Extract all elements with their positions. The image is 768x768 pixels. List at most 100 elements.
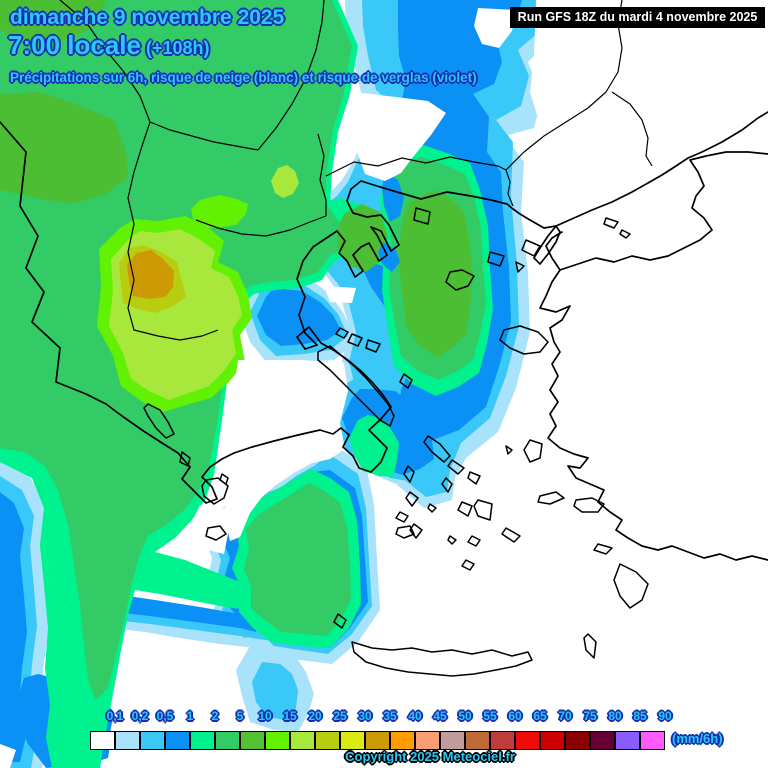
legend-threshold-label: 50 — [458, 709, 472, 723]
legend-threshold-label: 80 — [608, 709, 622, 723]
island-sporades — [335, 327, 413, 389]
island-samothrace — [487, 251, 505, 267]
legend-color-box — [540, 731, 565, 750]
coastline-north-aegean — [296, 180, 514, 346]
island-zakynthos — [205, 525, 227, 541]
dry-hole-topband2 — [530, 0, 562, 115]
island-kythira — [333, 613, 347, 629]
legend-threshold-label: 0,5 — [156, 709, 174, 723]
forecast-time: 7:00 locale — [8, 30, 141, 60]
border-bulgaria-turkey — [505, 0, 653, 171]
island-limnos — [445, 269, 475, 291]
legend-threshold-label: 1 — [186, 709, 194, 723]
legend-color-box — [265, 731, 290, 750]
legend-color-box — [490, 731, 515, 750]
dry-hole-thessaly — [324, 286, 356, 303]
precip-cyan-south-blob — [252, 662, 298, 720]
legend-threshold-label: 65 — [533, 709, 547, 723]
legend-color-box — [440, 731, 465, 750]
legend-threshold-label: 2 — [211, 709, 219, 723]
island-chios — [505, 439, 543, 463]
coastline-marmara-north — [555, 111, 768, 227]
island-cyclades — [395, 435, 521, 571]
precip-goldenrod-core — [127, 250, 174, 299]
legend-threshold-label: 55 — [483, 709, 497, 723]
border-greece-turkey — [505, 169, 514, 207]
island-euboea — [317, 345, 395, 427]
legend-threshold-label: 35 — [383, 709, 397, 723]
border-macedonia-bulgaria — [317, 133, 327, 216]
legend-color-box — [640, 731, 665, 750]
legend-color-box — [315, 731, 340, 750]
legend-threshold-label: 85 — [633, 709, 647, 723]
legend-threshold-label: 75 — [583, 709, 597, 723]
dry-hole-topband1 — [474, 8, 516, 48]
precip-darkgreen-ne-core — [398, 190, 473, 357]
island-crete — [351, 641, 533, 677]
precip-springgreen-attica-core — [349, 415, 399, 477]
legend-color-box — [215, 731, 240, 750]
legend-color-box — [615, 731, 640, 750]
legend-color-box — [365, 731, 390, 750]
legend-threshold-label: 90 — [658, 709, 672, 723]
legend-color-box — [340, 731, 365, 750]
legend-color-box — [590, 731, 615, 750]
forecast-date: dimanche 9 novembre 2025 — [10, 6, 285, 29]
island-marmara — [515, 217, 631, 273]
precip-darkgreen-nw2 — [0, 92, 128, 204]
border-montenegro-serbia — [59, 0, 151, 123]
legend-color-box — [240, 731, 265, 750]
legend-color-box — [465, 731, 490, 750]
border-albania-east — [127, 121, 219, 341]
legend-threshold-label: 10 — [258, 709, 272, 723]
island-lefkada — [179, 451, 191, 467]
dry-hole-macedonia — [350, 92, 446, 181]
legend-color-box — [140, 731, 165, 750]
legend-threshold-label: 25 — [333, 709, 347, 723]
legend-threshold-label: 45 — [433, 709, 447, 723]
island-samos-ikaria — [537, 491, 605, 513]
legend-color-box — [290, 731, 315, 750]
legend-unit: (mm/6h) — [672, 731, 723, 746]
precip-blue-stripe — [114, 594, 262, 632]
precip-yellowgreen-spot2 — [271, 165, 299, 198]
border-greece-bulgaria — [325, 156, 507, 177]
legend-color-box — [515, 731, 540, 750]
border-serbia-bulgaria — [257, 0, 325, 151]
legend-threshold-label: 0,1 — [106, 709, 124, 723]
dry-hole-central-greece — [224, 360, 348, 541]
island-kefalonia — [201, 473, 229, 505]
run-info-box: Run GFS 18Z du mardi 4 novembre 2025 — [510, 7, 765, 28]
legend-threshold-label: 5 — [236, 709, 244, 723]
border-greece-macedonia — [195, 215, 327, 237]
island-lesbos — [499, 325, 549, 355]
legend-threshold-label: 0,2 — [131, 709, 149, 723]
coastline-adriatic-ionian — [0, 121, 392, 504]
forecast-offset: (+108h) — [146, 38, 210, 58]
coastline-anatolia — [539, 151, 768, 561]
legend-color-box — [190, 731, 215, 750]
island-thasos — [413, 207, 431, 225]
legend-threshold-label: 15 — [283, 709, 297, 723]
legend-color-box — [415, 731, 440, 750]
map-subtitle: Précipitations sur 6h, risque de neige (… — [10, 70, 477, 85]
legend-threshold-label: 30 — [358, 709, 372, 723]
legend-color-box — [115, 731, 140, 750]
precip-blue-streak — [382, 172, 404, 222]
legend-color-box — [90, 731, 115, 750]
legend-color-box — [390, 731, 415, 750]
precip-brightgreen-spot1 — [191, 195, 248, 228]
legend-color-box — [165, 731, 190, 750]
legend-threshold-label: 60 — [508, 709, 522, 723]
island-corfu — [143, 403, 175, 439]
island-dodecanese — [583, 543, 649, 659]
copyright: Copyright 2025 Meteociel.fr — [345, 749, 515, 764]
precip-blue-left-edge — [0, 492, 27, 762]
legend-threshold-label: 40 — [408, 709, 422, 723]
legend-color-box — [565, 731, 590, 750]
coastline-gallipoli — [512, 208, 561, 265]
border-albania-kosovo — [149, 121, 259, 151]
dry-hole-corner — [0, 744, 16, 768]
